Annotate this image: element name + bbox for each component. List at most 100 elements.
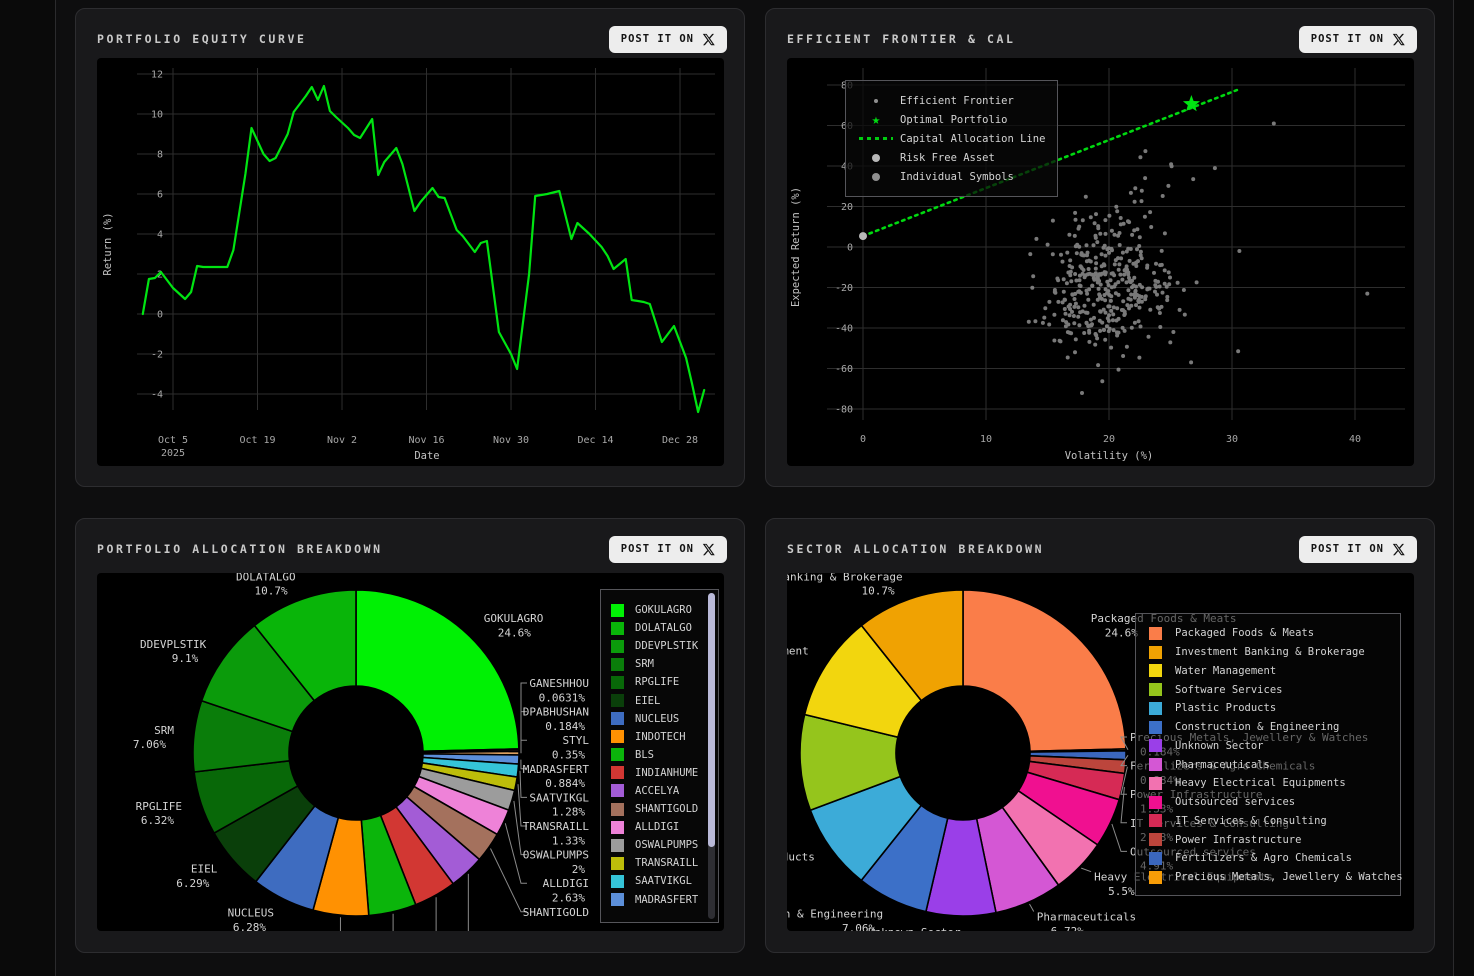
legend-item: GOKULAGRO: [611, 601, 708, 619]
legend-item: Individual Symbols: [858, 167, 1045, 186]
optimal-portfolio-star: [1182, 95, 1200, 112]
slice-pct: 0.184%: [545, 720, 585, 733]
svg-text:30: 30: [1226, 434, 1238, 445]
svg-text:-4: -4: [151, 390, 163, 401]
slice-pct: 1.28%: [552, 806, 585, 819]
legend-scrollbar[interactable]: [708, 593, 715, 919]
svg-text:8: 8: [157, 150, 163, 161]
legend-item-label: ALLDIGI: [635, 821, 680, 834]
legend-swatch: [1149, 776, 1162, 790]
legend-item: IT Services & Consulting: [1149, 812, 1387, 831]
panel-title: PORTFOLIO ALLOCATION BREAKDOWN: [97, 542, 383, 556]
slice-pct: 6.72%: [1051, 925, 1084, 931]
svg-text:12: 12: [151, 70, 163, 81]
legend-swatch: [611, 621, 624, 635]
legend-item: Power Infrastructure: [1149, 830, 1387, 849]
pie-slice: [355, 589, 520, 753]
svg-text:0: 0: [157, 310, 163, 321]
legend-item-label: Precious Metals, Jewellery & Watches: [1175, 871, 1403, 884]
allocation-donut-chart: GOKULAGRO 24.6% GANESHHOU 0.0631% DPABHUSHAN…: [97, 573, 724, 931]
post-button-label: POST IT ON: [1310, 543, 1384, 555]
equity-line: [141, 84, 706, 414]
legend-item-label: SAATVIKGL: [635, 875, 692, 888]
post-to-x-button[interactable]: POST IT ON: [1298, 535, 1417, 563]
legend-swatch: [1149, 701, 1162, 715]
x-axis-label: Volatility (%): [1065, 450, 1154, 462]
legend-item: INDIANHUME: [611, 764, 708, 782]
slice-pct: 24.6%: [1105, 626, 1138, 639]
legend-swatch: [1149, 645, 1162, 659]
legend-item-label: EIEL: [635, 694, 661, 707]
panel-sector-allocation: SECTOR ALLOCATION BREAKDOWN POST IT ON P…: [765, 518, 1435, 953]
svg-text:-2: -2: [151, 350, 163, 361]
slice-pct: 10.7%: [255, 585, 288, 598]
legend-item: Packaged Foods & Meats: [1149, 624, 1387, 643]
slice-pct: 6.28%: [233, 921, 266, 931]
legend-item-label: SRM: [635, 658, 654, 671]
legend-swatch: [611, 838, 624, 852]
legend-item: Investment Banking & Brokerage: [1149, 643, 1387, 662]
slice-label: Investment Banking & Brokerage: [787, 573, 903, 583]
svg-text:-40: -40: [835, 324, 853, 335]
svg-text:Oct 5: Oct 5: [158, 435, 188, 446]
slice-label: EIEL: [191, 862, 218, 875]
legend-swatch: [611, 856, 624, 870]
slice-label: MADRASFERT: [523, 763, 590, 776]
legend-swatch: [611, 893, 624, 907]
legend-swatch: [611, 694, 624, 708]
slice-label: GANESHHOU: [529, 677, 589, 690]
legend-item: Software Services: [1149, 680, 1387, 699]
legend-item: Unknown Sector: [1149, 737, 1387, 756]
legend-item-label: Construction & Engineering: [1175, 721, 1340, 734]
legend-swatch: [611, 657, 624, 671]
svg-text:0: 0: [860, 434, 866, 445]
dashes-icon: [858, 137, 894, 140]
legend-item: Water Management: [1149, 662, 1387, 681]
legend-scrollbar-thumb[interactable]: [708, 593, 715, 848]
legend-item-label: DOLATALGO: [635, 622, 692, 635]
post-to-x-button[interactable]: POST IT ON: [1298, 25, 1417, 53]
legend-item: SHANTIGOLD: [611, 800, 708, 818]
slice-label: RPGLIFE: [136, 800, 182, 813]
x-logo-icon: [702, 33, 715, 46]
legend-swatch: [611, 802, 624, 816]
legend-item: ALLDIGI: [611, 818, 708, 836]
legend-item: OSWALPUMPS: [611, 836, 708, 854]
legend-swatch: [611, 639, 624, 653]
legend-item-label: DDEVPLSTIK: [635, 640, 699, 653]
legend-item: MADRASFERT: [611, 891, 708, 909]
legend-item: TRANSRAILL: [611, 854, 708, 872]
svg-text:10: 10: [980, 434, 992, 445]
legend-item-label: Individual Symbols: [900, 170, 1014, 183]
legend-item-label: Water Management: [1175, 664, 1277, 677]
legend-item: ACCELYA: [611, 782, 708, 800]
svg-text:20: 20: [1103, 434, 1115, 445]
slice-label: Pharmaceuticals: [1037, 910, 1136, 923]
y-axis-label: Return (%): [102, 212, 114, 275]
legend-swatch: [1149, 683, 1162, 697]
legend-item: SRM: [611, 655, 708, 673]
svg-text:10: 10: [151, 110, 163, 121]
legend-swatch: [1149, 833, 1162, 847]
panel-title: PORTFOLIO EQUITY CURVE: [97, 32, 307, 46]
legend-item-label: RPGLIFE: [635, 676, 680, 689]
x-axis-label: Date: [414, 450, 439, 462]
legend-item: Heavy Electrical Equipments: [1149, 774, 1387, 793]
legend-item-label: OSWALPUMPS: [635, 839, 699, 852]
post-to-x-button[interactable]: POST IT ON: [608, 535, 727, 563]
slice-label: SHANTIGOLD: [523, 906, 589, 919]
slice-label: SAATVIKGL: [529, 791, 589, 804]
legend-item: Plastic Products: [1149, 699, 1387, 718]
post-to-x-button[interactable]: POST IT ON: [608, 25, 727, 53]
legend-swatch: [611, 675, 624, 689]
legend-item-label: Optimal Portfolio: [900, 113, 1008, 126]
post-button-label: POST IT ON: [620, 33, 694, 45]
slice-label: GOKULAGRO: [484, 612, 544, 625]
legend-item-label: Investment Banking & Brokerage: [1175, 646, 1365, 659]
legend-swatch: [611, 784, 624, 798]
legend-swatch: [1149, 626, 1162, 640]
slice-pct: 2%: [572, 863, 586, 876]
legend-swatch: [611, 603, 624, 617]
svg-text:4: 4: [157, 230, 163, 241]
legend-swatch: [1149, 795, 1162, 809]
